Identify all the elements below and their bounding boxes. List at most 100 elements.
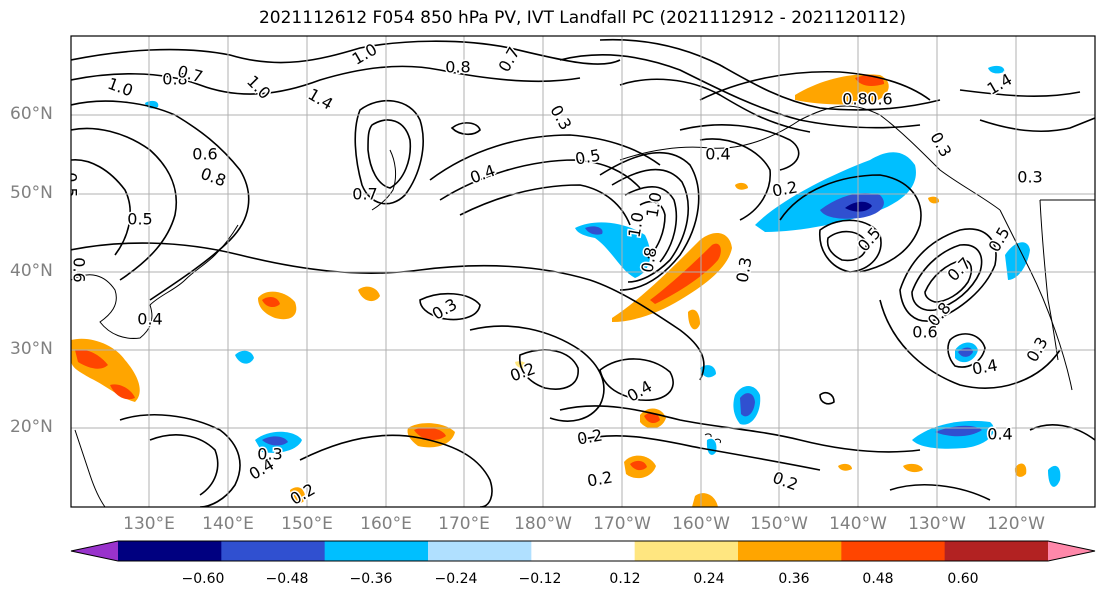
shade-negative [1048,465,1061,487]
shade-positive [903,463,923,473]
shade-positive [414,427,446,440]
contour-label: 0.6 [912,323,937,342]
colorbar [70,540,1096,562]
contour-line [149,434,219,496]
colorbar-swatch [531,541,636,561]
shade-positive [630,460,647,471]
lon-label: 180°W [514,514,572,534]
colorbar-swatch [428,541,532,561]
contour-label: 0.2 [771,177,799,200]
lat-label: 60°N [10,104,53,124]
lon-label: 130°W [908,514,966,534]
colorbar-swatch [738,541,842,561]
colorbar-tick-label: 0.60 [947,571,979,587]
shade-positive [75,349,108,369]
contour-label: 0.5 [127,210,152,229]
contour-label: 0.4 [987,425,1012,444]
colorbar-swatch [324,541,429,561]
coastline-namerica [999,209,1073,391]
lon-label: 150°E [281,514,333,534]
contour-line [979,117,1095,133]
contour-line [699,70,931,101]
contour-line [611,168,689,283]
lat-label: 30°N [10,339,53,359]
contour-line [299,434,493,507]
shade-positive [928,196,940,204]
contour-line [469,325,605,422]
contour-line [71,65,581,95]
coastline-kamchatka [371,149,397,211]
contour-label: 0.3 [257,445,282,464]
contour-line [71,159,131,256]
colorbar-tick-label: −0.48 [265,571,309,587]
contour-line [826,230,867,262]
contour-label: 0.5 [62,172,81,197]
shade-negative [1005,242,1030,280]
coastline-hawaii [704,433,721,444]
colorbar-tick-label: −0.60 [181,571,225,587]
colorbar-swatch [118,541,222,561]
contour-label: 0.8 [445,58,470,77]
lon-label: 170°E [438,514,490,534]
shade-negative [740,393,755,417]
contour-line [439,159,641,201]
contour-label: 0.8 [842,90,867,109]
contour-line [639,200,666,259]
coastlines [71,105,1095,507]
colorbar-tick-label: −0.12 [518,571,562,587]
lon-label: 160°E [360,514,412,534]
gridlines [71,36,1095,507]
shade-negative [575,222,651,278]
contour-label: 0.3 [1017,168,1042,187]
contour-line [599,38,941,111]
pv-contours [71,38,1095,507]
shade-positive [692,493,718,507]
shade-positive [838,463,852,471]
contour-label: 0.2 [586,467,614,490]
lat-label: 40°N [10,261,53,281]
shade-positive [1014,463,1027,477]
colorbar-tick-label: −0.24 [434,571,478,587]
contour-line [679,124,800,171]
contour-line [71,100,250,301]
lat-label: 20°N [10,417,53,437]
shade-positive [110,384,135,400]
colorbar-tick-label: −0.36 [349,571,393,587]
shade-positive [290,487,306,504]
shade-negative [755,152,916,232]
coastline-us-border [1039,199,1059,361]
shade-negative [262,436,288,446]
lon-label: 170°W [593,514,651,534]
coastline-asia [71,274,153,339]
lon-label: 150°W [750,514,808,534]
contour-line [71,242,705,381]
shade-positive [644,412,660,424]
shade-positive [262,296,280,308]
shade-positive [358,286,380,302]
contour-line [779,174,922,273]
contour-line [819,392,835,405]
contour-line [354,99,424,205]
contour-label: 0.6 [70,257,89,282]
contour-line [619,78,811,133]
contour-line [459,184,631,226]
colorbar-tick-label: 0.12 [609,571,641,587]
colorbar-swatch [944,541,1049,561]
colorbar-swatch [634,541,739,561]
lon-label: 140°W [829,514,887,534]
contour-line [947,333,986,368]
contour-line [419,292,481,321]
contour-label: 0.8 [162,70,187,89]
contour-label: 0.7 [352,185,377,204]
lat-label: 50°N [10,183,53,203]
contour-line [559,54,921,129]
shade-negative [235,350,254,364]
colorbar-swatch [221,541,326,561]
colorbar-swatch [841,541,946,561]
contour-line [450,122,481,136]
contour-line [119,414,241,507]
contour-line [924,259,973,303]
contour-label: 0.3 [732,256,755,284]
contour-line [71,127,177,281]
